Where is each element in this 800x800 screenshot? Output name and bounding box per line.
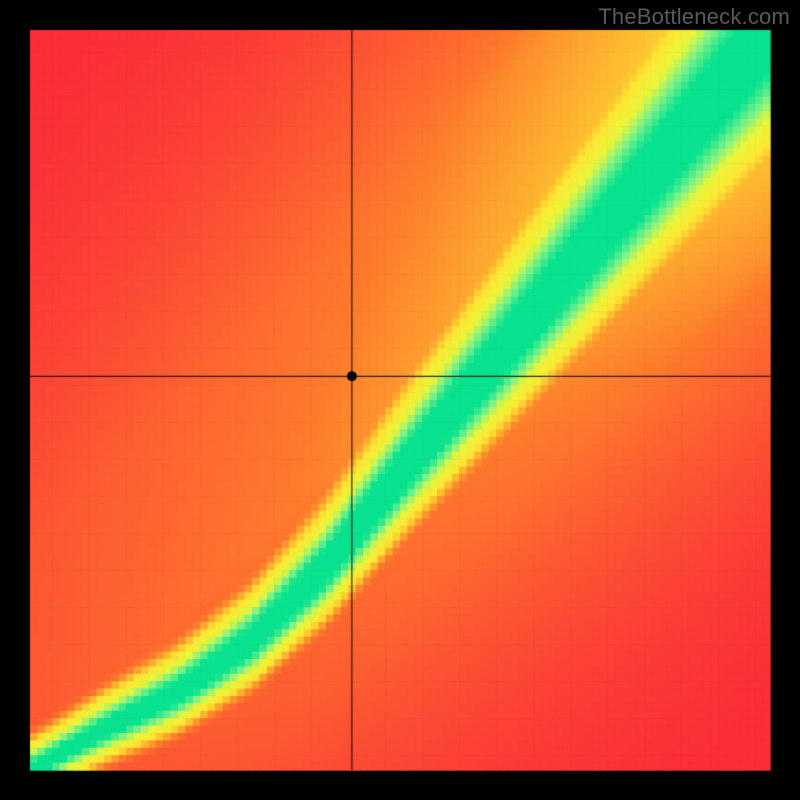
chart-container: TheBottleneck.com <box>0 0 800 800</box>
bottleneck-heatmap <box>0 0 800 800</box>
watermark-text: TheBottleneck.com <box>598 4 790 30</box>
